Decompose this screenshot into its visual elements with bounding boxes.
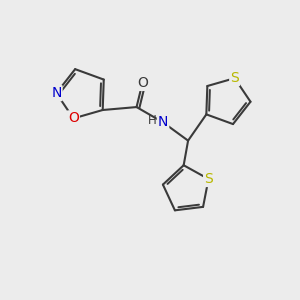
Text: S: S [230,71,239,85]
Text: N: N [158,116,168,129]
Text: O: O [137,76,148,90]
Text: H: H [148,114,156,127]
Text: S: S [204,172,213,186]
Text: N: N [51,86,62,100]
Text: O: O [68,111,79,125]
